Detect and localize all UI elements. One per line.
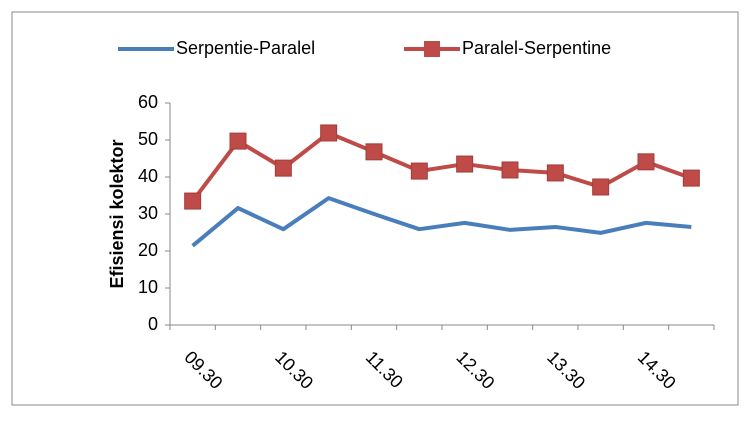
y-tick-label: 0 bbox=[148, 314, 158, 334]
y-axis-label: Efisiensi kolektor bbox=[107, 139, 127, 288]
point-marker bbox=[274, 159, 292, 177]
y-tick-label: 30 bbox=[138, 203, 158, 223]
point-marker bbox=[456, 155, 474, 173]
series-line bbox=[191, 196, 692, 248]
point-marker bbox=[592, 178, 610, 196]
y-tick-label: 20 bbox=[138, 240, 158, 260]
legend-label: Serpentie-Paralel bbox=[176, 38, 315, 58]
point-marker bbox=[682, 169, 700, 187]
point-marker bbox=[637, 153, 655, 171]
y-tick-label: 50 bbox=[138, 129, 158, 149]
point-marker bbox=[229, 132, 247, 150]
y-tick-label: 10 bbox=[138, 277, 158, 297]
point-marker bbox=[320, 124, 338, 142]
point-marker bbox=[501, 161, 519, 179]
point-marker bbox=[184, 192, 202, 210]
chart-border bbox=[11, 11, 739, 406]
point-marker bbox=[365, 143, 383, 161]
point-marker bbox=[546, 164, 564, 182]
legend-label: Paralel-Serpentine bbox=[462, 38, 611, 58]
y-tick-label: 40 bbox=[138, 166, 158, 186]
y-tick-label: 60 bbox=[138, 92, 158, 112]
legend-marker bbox=[424, 41, 440, 57]
point-marker bbox=[410, 162, 428, 180]
